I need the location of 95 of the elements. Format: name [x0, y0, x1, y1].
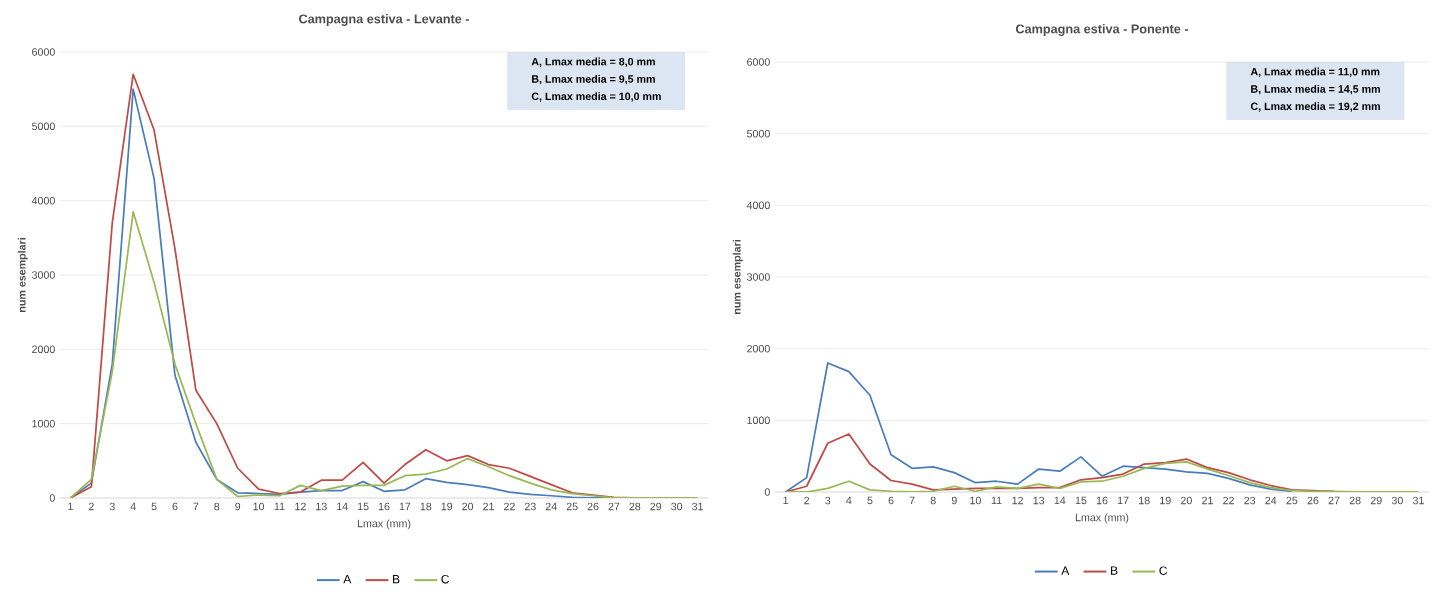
legend-label: A	[343, 575, 352, 584]
x-tick-label: 10	[253, 502, 265, 511]
x-tick-label: 25	[1286, 496, 1298, 505]
y-axis-title: num esemplari	[732, 240, 743, 314]
y-tick-label: 0	[49, 494, 55, 502]
x-tick-label: 27	[1328, 496, 1340, 505]
x-tick-label: 13	[1033, 496, 1045, 505]
x-tick-label: 15	[1075, 496, 1087, 505]
x-tick-label: 26	[1307, 496, 1319, 505]
chart-title: Campagna estiva - Ponente -	[1015, 24, 1189, 36]
x-tick-label: 11	[991, 496, 1002, 505]
x-tick-label: 6	[172, 502, 178, 511]
annotation: A, Lmax media = 11,0 mm	[1250, 67, 1380, 77]
legend-label: B	[393, 575, 400, 584]
y-tick-label: 4000	[746, 201, 770, 210]
x-tick-label: 16	[378, 502, 390, 511]
x-tick-label: 6	[888, 496, 894, 505]
x-tick-label: 23	[1244, 496, 1256, 505]
x-tick-label: 1	[783, 496, 788, 505]
x-tick-label: 9	[951, 496, 957, 505]
x-tick-label: 21	[483, 502, 494, 511]
x-tick-label: 26	[587, 502, 599, 511]
chart-title: Campagna estiva - Levante -	[299, 14, 470, 26]
x-tick-label: 2	[88, 502, 94, 511]
annotation: B, Lmax media = 9,5 mm	[532, 74, 655, 85]
x-tick-label: 24	[545, 502, 557, 511]
x-tick-label: 19	[1160, 496, 1171, 505]
x-tick-label: 13	[316, 502, 327, 511]
x-tick-label: 30	[671, 502, 683, 511]
x-tick-label: 14	[1054, 496, 1066, 505]
annotation: C, Lmax media = 10,0 mm	[531, 92, 661, 102]
x-tick-label: 16	[1096, 496, 1108, 505]
x-tick-label: 31	[1412, 496, 1424, 505]
x-tick-label: 31	[692, 502, 703, 511]
x-tick-label: 4	[130, 502, 136, 511]
x-tick-label: 3	[109, 502, 115, 511]
x-tick-label: 7	[193, 502, 199, 511]
x-tick-label: 14	[337, 502, 348, 511]
annotation: A, Lmax media = 8,0 mm	[531, 57, 655, 67]
annotation: B, Lmax media = 14,5 mm	[1251, 84, 1380, 95]
x-tick-label: 18	[420, 502, 432, 511]
y-tick-label: 1000	[747, 416, 770, 425]
x-tick-label: 23	[524, 502, 536, 511]
y-tick-label: 3000	[31, 271, 55, 279]
x-tick-label: 12	[1012, 496, 1024, 505]
x-tick-label: 2	[804, 496, 810, 505]
x-tick-label: 19	[441, 502, 453, 511]
y-axis-title: num esemplari	[17, 238, 28, 312]
y-tick-label: 2000	[32, 345, 55, 354]
x-tick-label: 8	[930, 496, 936, 505]
x-tick-label: 28	[629, 502, 641, 511]
x-tick-label: 25	[566, 502, 578, 511]
x-tick-label: 20	[462, 502, 474, 511]
x-axis-title: Lmax (mm)	[357, 519, 411, 530]
annotation: C, Lmax media = 19,2 mm	[1250, 102, 1380, 112]
x-tick-label: 9	[235, 502, 241, 511]
y-tick-label: 4000	[31, 196, 55, 205]
y-tick-label: 5000	[31, 122, 55, 131]
y-tick-label: 6000	[747, 58, 770, 66]
x-tick-label: 18	[1139, 496, 1150, 505]
x-tick-label: 4	[846, 496, 852, 505]
x-tick-label: 5	[151, 502, 157, 511]
x-tick-label: 28	[1349, 496, 1361, 505]
y-tick-label: 5000	[746, 129, 770, 138]
x-tick-label: 7	[909, 496, 915, 505]
x-tick-label: 24	[1265, 496, 1277, 505]
legend-label: C	[441, 574, 450, 584]
x-tick-label: 20	[1181, 496, 1192, 505]
x-tick-label: 29	[1370, 496, 1382, 505]
legend-label: B	[1111, 566, 1118, 575]
y-tick-label: 1000	[32, 419, 55, 428]
x-tick-label: 22	[504, 502, 515, 511]
y-tick-label: 2000	[747, 344, 770, 353]
legend-label: C	[1159, 566, 1168, 575]
x-tick-label: 11	[274, 502, 285, 511]
line-series	[784, 362, 1293, 492]
x-tick-label: 5	[867, 496, 873, 505]
x-tick-label: 3	[825, 496, 831, 505]
x-tick-label: 29	[650, 502, 662, 511]
x-tick-label: 10	[970, 496, 981, 505]
y-tick-label: 6000	[32, 48, 55, 56]
x-tick-label: 8	[214, 502, 220, 511]
legend-label: A	[1061, 566, 1070, 575]
x-tick-label: 15	[357, 502, 369, 511]
x-tick-label: 12	[295, 502, 306, 511]
x-tick-label: 30	[1391, 496, 1403, 505]
x-axis-title: Lmax (mm)	[1075, 513, 1129, 524]
x-tick-label: 17	[399, 502, 411, 511]
x-tick-label: 27	[608, 502, 620, 511]
y-tick-label: 3000	[746, 273, 770, 281]
x-tick-label: 21	[1202, 496, 1213, 505]
x-tick-label: 22	[1223, 496, 1234, 505]
x-tick-label: 17	[1117, 496, 1129, 505]
y-tick-label: 0	[764, 488, 770, 496]
x-tick-label: 1	[68, 502, 73, 511]
